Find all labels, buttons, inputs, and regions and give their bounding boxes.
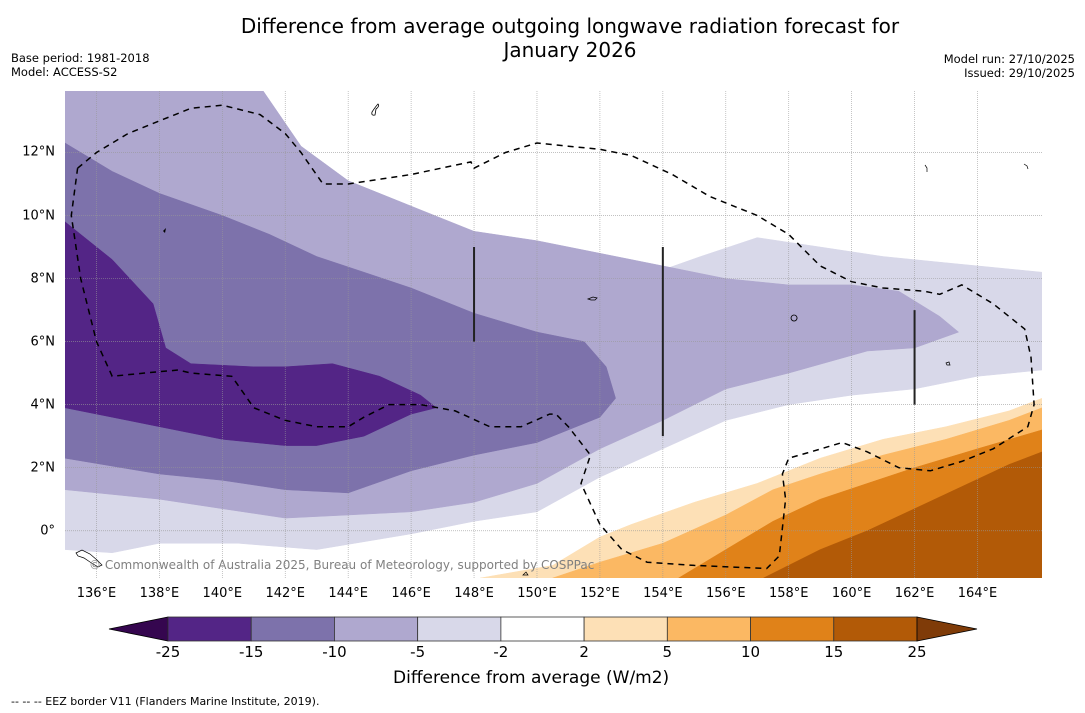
colorbar-tick-label: 15 — [824, 643, 844, 661]
x-tick-label: 164°E — [957, 586, 998, 601]
colorbar-tick-label: -10 — [322, 643, 347, 661]
eez-borders — [70, 104, 1035, 570]
y-tick-label: 8°N — [30, 271, 56, 287]
boundary-lines — [473, 247, 916, 437]
eez-border — [70, 104, 1035, 570]
base-period: Base period: 1981-2018 — [11, 51, 150, 65]
anomaly-bands — [65, 91, 1042, 578]
y-tick-label: 2°N — [30, 460, 56, 476]
x-tick-label: 144°E — [328, 586, 368, 601]
colorbar-tick-label: 10 — [741, 643, 761, 661]
eez-legend-note: -- -- -- EEZ border V11 (Flanders Marine… — [11, 695, 320, 708]
model-name: Model: ACCESS-S2 — [11, 65, 118, 79]
copyright-text: © Commonwealth of Australia 2025, Bureau… — [89, 558, 595, 572]
y-tick-label: 12°N — [22, 144, 55, 160]
island-new-guinea-tip — [75, 549, 103, 568]
anomaly-band-3 — [65, 221, 437, 446]
x-tick-label: 160°E — [831, 586, 872, 601]
x-tick-label: 140°E — [202, 586, 243, 601]
island-new-ireland — [522, 571, 529, 576]
island-kosrae — [945, 361, 951, 366]
island-ngulu — [163, 228, 166, 233]
x-tick-label: 136°E — [76, 586, 117, 601]
x-tick-label: 150°E — [517, 586, 557, 601]
colorbar-tick-label: 2 — [579, 643, 589, 661]
colorbar-tick-label: 25 — [907, 643, 927, 661]
y-tick-label: 10°N — [22, 208, 55, 223]
island-pohnpei — [790, 314, 798, 322]
x-tick-label: 156°E — [706, 586, 746, 601]
island-chuuk — [586, 296, 598, 301]
x-tick-label: 162°E — [894, 586, 935, 601]
colorbar-label: Difference from average (W/m2) — [393, 668, 670, 688]
meta-left: Base period: 1981-2018 Model: ACCESS-S2 — [11, 51, 150, 79]
x-tick-label: 146°E — [391, 586, 431, 601]
anomaly-band-7 — [763, 451, 1042, 578]
meta-right: Model run: 27/10/2025 Issued: 29/10/2025 — [944, 52, 1075, 80]
issued-date: Issued: 29/10/2025 — [964, 66, 1075, 80]
x-tick-label: 138°E — [139, 586, 180, 601]
y-tick-label: 4°N — [30, 397, 56, 413]
x-tick-label: 158°E — [768, 586, 809, 601]
island-enewetak — [924, 164, 928, 172]
map-title: Difference from average outgoing longwav… — [0, 14, 1085, 62]
x-tick-label: 142°E — [265, 586, 306, 601]
island-bikini — [1023, 163, 1029, 170]
x-tick-label: 154°E — [643, 586, 683, 601]
colorbar-tick-label: -2 — [493, 643, 509, 661]
map-title-line1: Difference from average outgoing longwav… — [240, 14, 900, 38]
island-guam — [371, 103, 380, 116]
colorbar-tick-label: -25 — [155, 643, 181, 661]
x-tick-label: 148°E — [454, 586, 494, 601]
y-tick-label: 6°N — [30, 334, 56, 350]
x-tick-label: 152°E — [580, 586, 620, 601]
map-title-line2: January 2026 — [503, 38, 637, 62]
colorbar-tick-label: 5 — [662, 643, 673, 661]
graticule — [65, 91, 1042, 578]
y-tick-label: 0° — [40, 523, 55, 539]
model-run-date: Model run: 27/10/2025 — [943, 52, 1075, 66]
coastlines — [75, 103, 1029, 576]
colorbar-tick-label: -5 — [410, 643, 426, 661]
colorbar-tick-label: -15 — [238, 643, 264, 661]
